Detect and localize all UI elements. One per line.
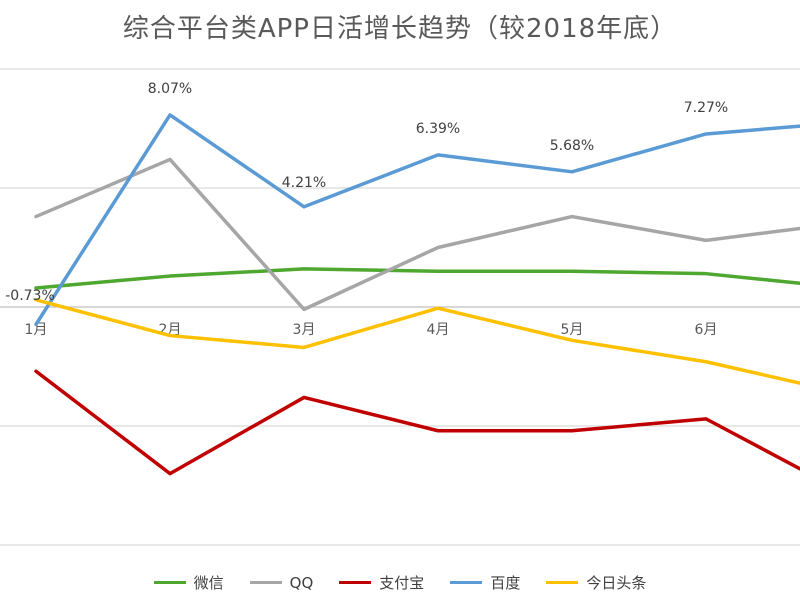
legend-swatch	[450, 581, 483, 584]
legend-label: 百度	[490, 574, 521, 592]
x-tick-label: 1月	[25, 322, 48, 338]
legend-swatch	[249, 581, 282, 584]
data-label: 4.21%	[282, 175, 326, 191]
series-line-今日头条	[34, 298, 800, 385]
data-label: 6.39%	[416, 121, 460, 137]
legend-label: 微信	[193, 574, 224, 592]
data-label: 5.68%	[550, 138, 594, 154]
legend-label: 支付宝	[379, 574, 425, 592]
x-tick-label: 6月	[695, 322, 718, 338]
data-label: -0.73%	[5, 288, 55, 304]
legend-item: 微信	[153, 572, 224, 593]
series-line-百度	[34, 113, 800, 327]
x-tick-label: 5月	[561, 322, 584, 338]
chart-legend: 微信 QQ 支付宝 百度 今日头条	[0, 572, 800, 593]
series-line-微信	[34, 267, 800, 290]
legend-label: QQ	[289, 573, 314, 592]
legend-item: 百度	[450, 572, 520, 593]
series-line-支付宝	[34, 369, 800, 476]
x-tick-label: 4月	[427, 322, 450, 338]
legend-item: QQ	[249, 572, 314, 593]
legend-swatch	[546, 581, 579, 584]
legend-item: 今日头条	[546, 572, 646, 593]
legend-swatch	[339, 581, 372, 584]
legend-item: 支付宝	[339, 572, 424, 593]
series-line-QQ	[34, 157, 800, 312]
data-label: 8.07%	[148, 81, 192, 97]
data-label: 7.27%	[684, 100, 728, 116]
legend-label: 今日头条	[586, 574, 647, 592]
chart-title: 综合平台类APP日活增长趋势（较2018年底）	[122, 14, 678, 44]
x-tick-label: 3月	[293, 322, 316, 338]
legend-swatch	[153, 581, 186, 584]
